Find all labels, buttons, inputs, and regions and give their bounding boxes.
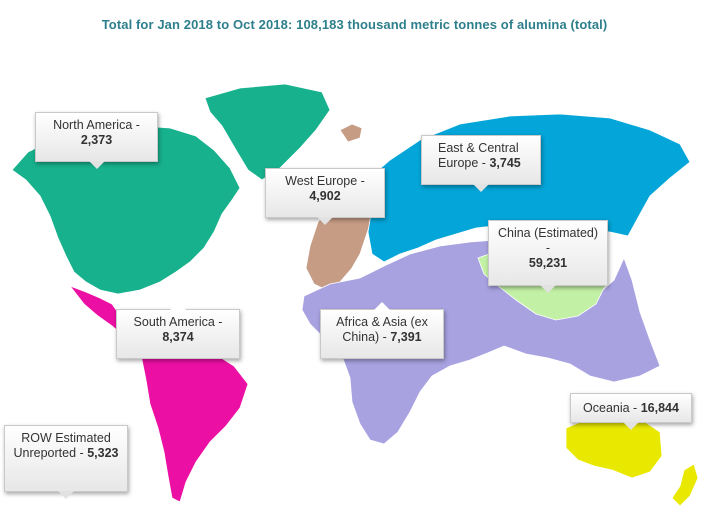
region-new-zealand[interactable]: [671, 463, 699, 507]
callout-africa-asia: Africa & Asia (ex China) - 7,391: [320, 302, 444, 359]
callout-oceania: Oceania - 16,844: [570, 393, 692, 430]
callout-china: China (Estimated) - 59,231: [488, 220, 608, 293]
region-label: East & Central Europe -: [438, 141, 519, 170]
region-label: South America -: [133, 315, 223, 329]
region-iceland[interactable]: [339, 123, 363, 143]
region-value: 8,374: [162, 330, 194, 344]
callout-east-central-europe: East & Central Europe - 3,745: [421, 135, 541, 192]
region-label: Oceania -: [583, 401, 638, 415]
callout-south-america: South America - 8,374: [116, 302, 240, 359]
region-value: 59,231: [528, 256, 568, 270]
region-label: North America -: [53, 118, 140, 132]
region-label: Africa & Asia (ex China) -: [336, 315, 428, 344]
map-title: Total for Jan 2018 to Oct 2018: 108,183 …: [101, 17, 608, 32]
region-value: 7,391: [390, 330, 422, 344]
callout-row-unreported: ROW Estimated Unreported - 5,323: [4, 425, 128, 499]
callout-west-europe: West Europe - 4,902: [265, 168, 385, 225]
region-value: 16,844: [640, 401, 679, 415]
region-value: 3,745: [489, 156, 521, 170]
region-greenland[interactable]: [204, 83, 331, 181]
region-value: 4,902: [309, 189, 341, 203]
region-oceania[interactable]: [565, 415, 663, 479]
region-value: 2,373: [80, 133, 113, 147]
callout-north-america: North America - 2,373: [35, 112, 158, 169]
region-south-america[interactable]: [139, 333, 249, 503]
region-label: ROW Estimated Unreported -: [13, 431, 111, 460]
region-label: West Europe -: [285, 174, 365, 188]
region-value: 5,323: [87, 446, 119, 460]
region-label: China (Estimated) -: [497, 226, 599, 255]
